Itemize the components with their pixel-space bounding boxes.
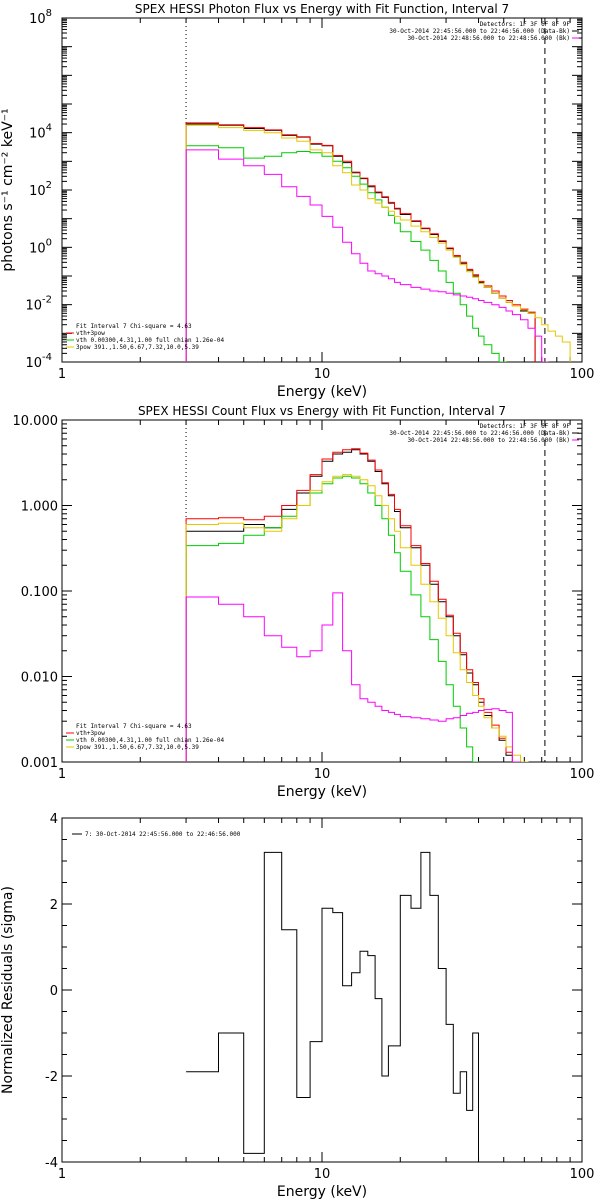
y-tick-label: 10.000: [13, 414, 59, 429]
y-tick-label: 4: [50, 812, 58, 827]
y-tick-exp: 0: [46, 237, 52, 248]
x-axis-label: Energy (keV): [277, 1184, 367, 1200]
y-tick-label: 10-4: [25, 352, 52, 371]
series-group: [186, 851, 484, 1162]
y-tick-label: 2: [50, 898, 58, 913]
x-tick-label: 10: [314, 1167, 331, 1182]
y-tick-exp: 2: [46, 180, 52, 191]
legend-entry: vth+3pow: [76, 730, 105, 737]
series-3-line: [185, 124, 571, 362]
header-line: 30-Oct-2014 22:48:56.000 to 22:48:56.000…: [407, 35, 570, 42]
x-axis-label: Energy (keV): [277, 384, 367, 400]
legend-entry: vth 0.00300,4.31,1.00 full chian 1.26e-0…: [76, 337, 224, 344]
count-flux-panel: SPEX HESSI Count Flux vs Energy with Fit…: [13, 404, 595, 800]
series-0-line: [186, 851, 484, 1162]
series-4-line: [185, 149, 549, 362]
series-1-line: [185, 448, 521, 762]
x-tick-label: 1: [58, 367, 66, 382]
legend-entry: 3pow 391.,1.50,6.67,7.32,10.0,5.39: [76, 744, 199, 751]
y-axis-label: photons s⁻¹ cm⁻² keV⁻¹: [0, 108, 16, 271]
y-tick-base: 10: [29, 241, 46, 256]
series-0-line: [185, 123, 536, 362]
y-tick-label: 0: [50, 984, 58, 999]
residuals-panel: 1 10 100 -4 -2 0 2 4 Energy (keV) Normalized Resi…: [0, 812, 594, 1200]
legend-entry: vth 0.00300,4.31,1.00 full chian 1.26e-0…: [76, 737, 224, 744]
series-3-line: [185, 474, 529, 762]
y-tick-exp: -2: [42, 295, 52, 306]
series-1-line: [185, 122, 536, 362]
x-tick-label: 1: [58, 1167, 66, 1182]
y-tick-label: 100: [29, 237, 52, 256]
chart-title: SPEX HESSI Count Flux vs Energy with Fit…: [138, 404, 506, 418]
y-tick-label: 0.100: [21, 585, 58, 600]
y-tick-label: -4: [45, 1156, 58, 1171]
series-4-line: [185, 592, 521, 762]
y-tick-label: 0.001: [21, 756, 58, 771]
y-tick-base: 10: [29, 127, 46, 142]
header-line: Detectors: 1F 3F 6F 8F 9F: [480, 423, 571, 430]
y-tick-base: 10: [25, 299, 42, 314]
series-group: [185, 420, 546, 762]
header-line: Detectors: 1F 3F 6F 8F 9F: [480, 21, 571, 28]
y-tick-label: 102: [29, 180, 52, 199]
series-group: [185, 18, 571, 362]
y-tick-label: -2: [45, 1070, 58, 1085]
y-axis-label: Normalized Residuals (sigma): [0, 886, 16, 1094]
plot-frame: [61, 17, 583, 363]
legend-entry: Fit Interval 7 Chi-square = 4.63: [76, 723, 192, 730]
y-tick-base: 10: [25, 356, 42, 371]
x-tick-label: 1: [58, 767, 66, 782]
y-tick-exp: 4: [46, 123, 52, 134]
legend-entry: 3pow 391.,1.50,6.67,7.32,10.0,5.39: [76, 344, 199, 351]
x-tick-label: 100: [570, 767, 595, 782]
x-axis-label: Energy (keV): [277, 784, 367, 800]
y-tick-label: 104: [29, 123, 52, 142]
y-tick-label: 0.010: [21, 671, 58, 686]
header-line: 30-Oct-2014 22:45:56.000 to 22:46:56.000…: [389, 28, 570, 35]
legend-entry: 7: 30-Oct-2014 22:45:56.000 to 22:46:56.…: [85, 831, 241, 838]
legend-entry: vth+3pow: [76, 330, 105, 337]
y-tick-label: 10-2: [25, 295, 52, 314]
photon-flux-panel: SPEX HESSI Photon Flux vs Energy with Fi…: [0, 2, 594, 400]
x-tick-label: 100: [570, 367, 595, 382]
series-0-line: [185, 449, 521, 762]
x-tick-label: 10: [314, 767, 331, 782]
series-2-line: [185, 475, 479, 762]
y-tick-exp: 8: [46, 8, 52, 19]
series-2-line: [185, 145, 507, 362]
y-tick-base: 10: [29, 184, 46, 199]
y-tick-label: 1.000: [21, 500, 58, 515]
header-line: 30-Oct-2014 22:48:56.000 to 22:48:56.000…: [407, 437, 570, 444]
y-tick-exp: -4: [42, 352, 52, 363]
y-tick-label: 108: [29, 8, 52, 27]
legend-entry: Fit Interval 7 Chi-square = 4.63: [76, 323, 192, 330]
x-tick-label: 100: [570, 1167, 595, 1182]
chart-title: SPEX HESSI Photon Flux vs Energy with Fi…: [135, 2, 509, 16]
x-tick-label: 10: [314, 367, 331, 382]
y-tick-base: 10: [29, 12, 46, 27]
header-line: 30-Oct-2014 22:45:56.000 to 22:46:56.000…: [389, 430, 570, 437]
